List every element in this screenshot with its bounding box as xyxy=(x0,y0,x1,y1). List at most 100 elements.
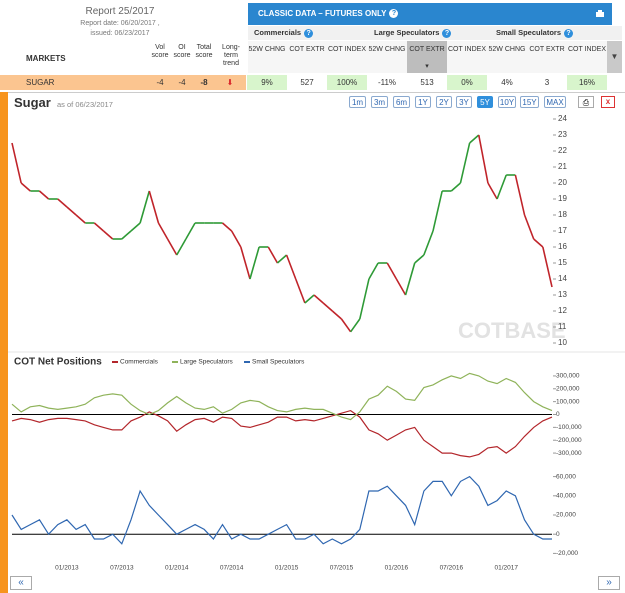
dropdown[interactable]: ▼ xyxy=(607,41,622,73)
prev-button[interactable]: « xyxy=(10,576,32,590)
range-button[interactable]: 3m xyxy=(371,96,388,108)
range-button[interactable]: 15Y xyxy=(520,96,539,108)
help-icon[interactable]: ? xyxy=(564,28,574,38)
y-tick-label: 100,000 xyxy=(556,398,580,405)
x-tick-label: 01/2013 xyxy=(55,565,79,572)
x-tick-label: 07/2016 xyxy=(440,565,464,572)
group-row xyxy=(248,26,622,40)
range-button[interactable]: 3Y xyxy=(456,96,472,108)
price-segment xyxy=(477,134,489,184)
price-segment xyxy=(313,294,324,304)
price-segment xyxy=(340,318,352,333)
help-icon[interactable]: ? xyxy=(389,9,399,19)
column-header: COT INDEX xyxy=(448,46,486,53)
price-segment xyxy=(176,238,187,256)
price-segment xyxy=(349,318,361,333)
range-button[interactable]: 6m xyxy=(393,96,410,108)
legend-label: Small Speculators xyxy=(252,359,305,366)
next-button[interactable]: » xyxy=(598,576,620,590)
range-button[interactable]: 10Y xyxy=(498,96,516,108)
price-segment xyxy=(148,190,160,224)
series-line xyxy=(11,372,553,421)
cell-value: 513 xyxy=(407,75,447,90)
x-tick-label: 01/2014 xyxy=(165,565,189,572)
price-segment xyxy=(514,174,526,216)
column-header: COT INDEX xyxy=(328,46,366,53)
close-button[interactable]: x xyxy=(601,96,615,108)
market-column: OI score xyxy=(173,44,191,59)
price-segment xyxy=(166,238,178,256)
price-segment xyxy=(57,198,68,208)
column-header: COT EXTR xyxy=(529,46,565,53)
y-tick-label: 14 xyxy=(558,274,567,283)
report-issued: issued: 06/23/2017 xyxy=(90,30,150,37)
price-segment xyxy=(267,246,279,264)
group-label: Large Speculators? xyxy=(374,26,452,40)
range-button[interactable]: 5Y xyxy=(477,96,493,108)
price-segment xyxy=(249,246,260,280)
column-header: 52W CHNG xyxy=(368,46,406,53)
print-button[interactable]: ⎙ xyxy=(578,96,594,108)
y-tick-label: 10 xyxy=(558,338,567,347)
y-tick-label: 16 xyxy=(558,242,567,251)
market-column: Long-term trend xyxy=(222,44,240,67)
cell-value: -11% xyxy=(367,75,407,90)
trend-arrow: ⬇ xyxy=(226,78,234,87)
sorted-column xyxy=(407,41,447,73)
x-tick-label: 07/2015 xyxy=(330,565,354,572)
y-tick-label: 0 xyxy=(556,411,560,418)
price-segment xyxy=(230,230,242,248)
vol-score: -4 xyxy=(156,78,164,87)
legend-label: Large Speculators xyxy=(180,359,234,366)
price-segment xyxy=(20,182,31,192)
price-segment xyxy=(157,222,169,240)
price-segment xyxy=(542,246,553,288)
range-button[interactable]: MAX xyxy=(544,96,566,108)
help-icon[interactable]: ? xyxy=(442,28,452,38)
y-tick-label: 19 xyxy=(558,194,567,203)
price-segment xyxy=(533,238,544,248)
price-segment xyxy=(496,174,507,200)
chart-subtitle: as of 06/23/2017 xyxy=(57,100,113,109)
report-title: Report 25/2017 xyxy=(85,6,155,17)
series-line xyxy=(11,409,553,458)
market-name[interactable]: SUGAR xyxy=(26,78,55,87)
price-segment xyxy=(322,302,333,312)
column-header: COT EXTR xyxy=(289,46,325,53)
price-segment xyxy=(404,262,416,296)
classic-title: CLASSIC DATA – FUTURES ONLY xyxy=(258,9,387,18)
price-segment xyxy=(423,230,434,256)
cell-value: 527 xyxy=(287,75,327,90)
price-segment xyxy=(469,134,480,144)
range-button[interactable]: 2Y xyxy=(436,96,452,108)
range-button[interactable]: 1m xyxy=(349,96,366,108)
column-header: 52W CHNG xyxy=(488,46,526,53)
oi-score: -4 xyxy=(178,78,186,87)
y-tick-label: -300,000 xyxy=(556,450,582,457)
help-icon[interactable]: ? xyxy=(304,28,314,38)
y-tick-label: 11 xyxy=(558,322,567,331)
price-segment xyxy=(395,278,407,296)
y-tick-label: 40,000 xyxy=(556,493,576,500)
y-tick-label: 18 xyxy=(558,210,567,219)
range-button[interactable]: 1Y xyxy=(415,96,431,108)
price-segment xyxy=(75,214,86,224)
market-column: Total score xyxy=(195,44,213,59)
markets-label: MARKETS xyxy=(26,54,66,63)
price-segment xyxy=(450,182,462,192)
x-tick-label: 01/2015 xyxy=(275,565,299,572)
print-icon[interactable] xyxy=(595,9,605,19)
y-tick-label: 17 xyxy=(558,226,567,235)
y-tick-label: 20,000 xyxy=(556,512,576,519)
y-tick-label: 24 xyxy=(558,114,567,123)
sort-arrow: ▾ xyxy=(425,63,429,70)
price-segment xyxy=(276,254,288,264)
price-segment xyxy=(139,190,151,224)
y-tick-label: 20 xyxy=(558,178,567,187)
price-segment xyxy=(102,230,114,240)
group-label: Commercials? xyxy=(254,26,314,40)
